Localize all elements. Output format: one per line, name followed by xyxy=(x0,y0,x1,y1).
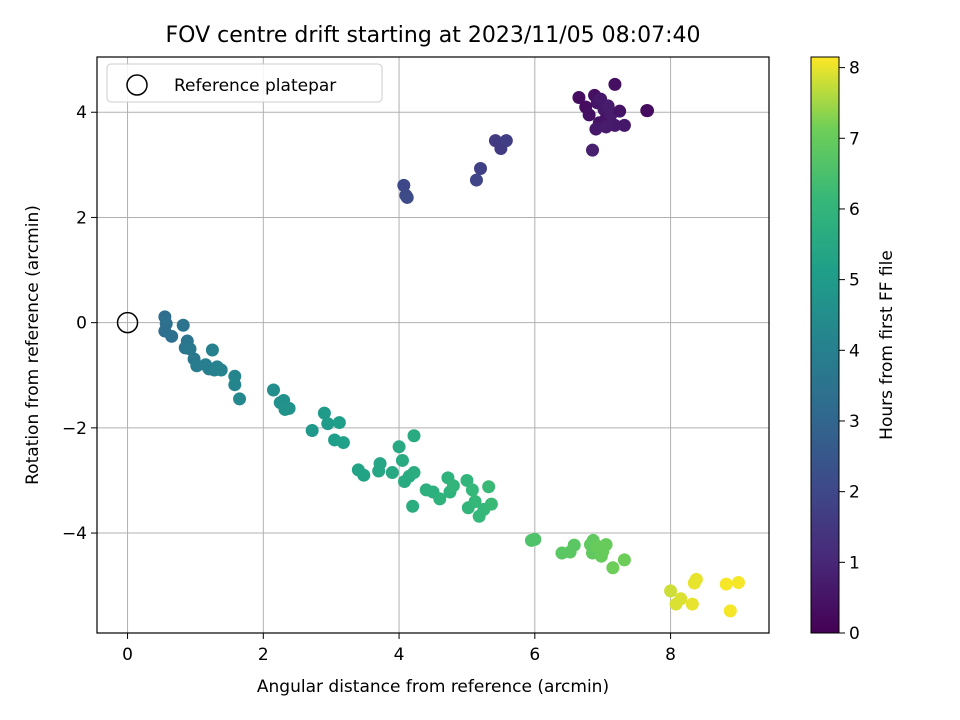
plot-frame xyxy=(96,56,770,634)
data-point xyxy=(674,592,688,606)
chart-title: FOV centre drift starting at 2023/11/05 … xyxy=(166,23,701,48)
data-point xyxy=(596,544,610,558)
data-point xyxy=(689,572,703,586)
legend: Reference platepar xyxy=(106,63,383,103)
x-tick-label: 4 xyxy=(394,645,405,665)
x-tick-label: 8 xyxy=(665,645,676,665)
data-point xyxy=(205,343,219,357)
legend-box xyxy=(106,63,383,103)
x-tick-label: 0 xyxy=(122,645,133,665)
data-point xyxy=(640,104,654,118)
data-point xyxy=(321,417,335,431)
data-point xyxy=(474,162,488,176)
data-point xyxy=(357,468,371,482)
data-point xyxy=(176,318,190,332)
data-point xyxy=(582,108,596,122)
data-point xyxy=(407,429,421,443)
data-point xyxy=(685,597,699,611)
x-tick-label: 2 xyxy=(258,645,269,665)
data-point xyxy=(228,378,242,392)
data-point xyxy=(336,436,350,450)
colorbar-tick-label: 1 xyxy=(849,553,860,573)
legend-marker-icon xyxy=(126,74,148,96)
colorbar-tick-label: 8 xyxy=(849,59,860,79)
data-point xyxy=(282,401,296,415)
data-point xyxy=(397,178,411,192)
data-point xyxy=(165,329,179,343)
data-point xyxy=(373,457,387,471)
data-point xyxy=(468,494,482,508)
y-tick-label: 4 xyxy=(76,103,87,123)
reference-platepar-marker xyxy=(116,311,139,334)
data-point xyxy=(482,480,496,494)
legend-entry-reference: Reference platepar xyxy=(174,76,336,96)
data-point xyxy=(385,466,399,480)
data-point xyxy=(613,104,627,118)
data-point xyxy=(460,473,474,487)
data-point xyxy=(446,479,460,493)
colorbar-tick-label: 5 xyxy=(849,271,860,291)
data-points xyxy=(158,77,745,618)
data-point xyxy=(664,584,678,598)
data-point xyxy=(406,499,420,513)
colorbar-label: Hours from first FF file xyxy=(877,250,897,440)
colorbar-tick-label: 0 xyxy=(849,624,860,644)
data-point xyxy=(617,118,631,132)
data-point xyxy=(723,604,737,618)
data-point xyxy=(617,553,631,567)
y-tick-label: 0 xyxy=(76,314,87,334)
grid-lines xyxy=(97,57,769,633)
y-tick-label: −2 xyxy=(62,419,87,439)
data-point xyxy=(606,561,620,575)
data-point xyxy=(567,538,581,552)
x-axis-ticks: 0 2 4 6 8 xyxy=(122,633,676,665)
colorbar-tick-label: 2 xyxy=(849,483,860,503)
y-axis-label: Rotation from reference (arcmin) xyxy=(23,205,43,485)
data-point xyxy=(305,423,319,437)
colorbar-tick-label: 6 xyxy=(849,200,860,220)
colorbar-tick-label: 7 xyxy=(849,129,860,149)
colorbar-tick-label: 3 xyxy=(849,412,860,432)
data-point xyxy=(484,497,498,511)
y-tick-label: 2 xyxy=(76,208,87,228)
data-point xyxy=(433,492,447,506)
data-point xyxy=(183,342,197,356)
data-point xyxy=(719,577,733,591)
data-point xyxy=(332,416,346,430)
data-point xyxy=(589,122,603,136)
data-point xyxy=(528,532,542,546)
y-tick-label: −4 xyxy=(62,524,87,544)
data-point xyxy=(572,91,586,105)
data-point xyxy=(465,483,479,497)
data-point xyxy=(407,466,421,480)
data-point xyxy=(214,363,228,377)
data-point xyxy=(233,392,247,406)
colorbar-gradient xyxy=(810,56,840,634)
data-point xyxy=(317,406,331,420)
data-point xyxy=(499,134,513,148)
colorbar: 0 1 2 3 4 5 6 7 8 Hours from first FF file xyxy=(810,56,897,644)
data-point xyxy=(469,173,483,187)
data-point xyxy=(392,440,406,454)
colorbar-ticks: 0 1 2 3 4 5 6 7 8 xyxy=(839,59,860,644)
data-point xyxy=(608,77,622,91)
data-point xyxy=(400,190,414,204)
data-point xyxy=(266,383,280,397)
x-axis-label: Angular distance from reference (arcmin) xyxy=(257,677,609,697)
x-tick-label: 6 xyxy=(529,645,540,665)
colorbar-tick-label: 4 xyxy=(849,341,860,361)
data-point xyxy=(586,143,600,157)
y-axis-ticks: −4 −2 0 2 4 xyxy=(62,103,97,544)
data-point xyxy=(395,453,409,467)
data-point xyxy=(731,576,745,590)
data-point xyxy=(599,120,613,134)
